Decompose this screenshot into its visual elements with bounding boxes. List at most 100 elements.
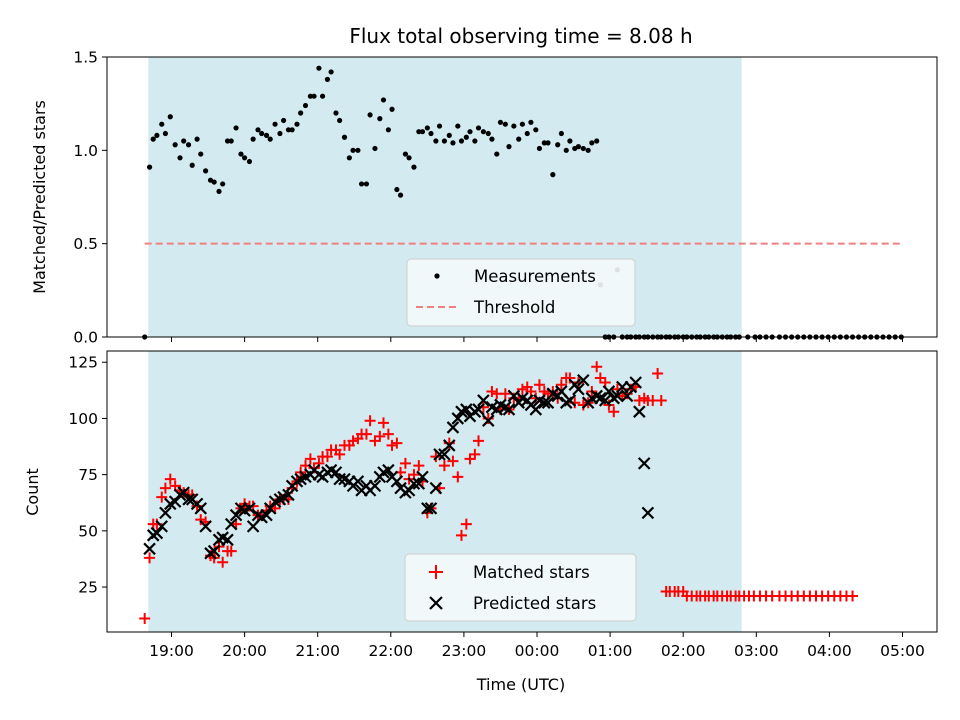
measurement-point [162, 130, 169, 137]
x-tick-label: 22:00 [368, 642, 413, 660]
measurement-point [150, 136, 156, 142]
measurement-point [159, 121, 165, 127]
measurement-points [142, 65, 904, 340]
measurements-legend-marker [434, 273, 440, 279]
measurement-point [441, 138, 448, 144]
measurement-point [580, 145, 586, 152]
matched-star-point [159, 482, 171, 494]
predicted-legend-marker [429, 596, 443, 610]
predicted-star-point [177, 486, 190, 499]
matched-star-point [460, 518, 472, 530]
count-y-tick-label: 75 [78, 466, 98, 484]
measurement-point [289, 127, 295, 133]
matched-star-point [473, 435, 485, 447]
measurement-point [406, 155, 412, 161]
predicted-star-point [382, 463, 395, 477]
count-panel: 25 50 75 100 125 19:00 20:00 21:00 22:00 23:00 00… [23, 351, 938, 694]
matched-star-point [413, 460, 425, 472]
measurement-point [154, 132, 160, 138]
measurement-point [311, 93, 317, 99]
predicted-star-point [421, 502, 434, 515]
measurement-point [341, 134, 348, 140]
predicted-star-point [263, 502, 277, 515]
measurement-point [428, 130, 434, 137]
matched-star-point [156, 491, 168, 503]
predicted-star-point [329, 466, 343, 479]
measurement-point [177, 155, 183, 161]
matched-star-point [452, 471, 464, 483]
predicted-star-point [424, 502, 438, 515]
measurement-point [355, 147, 361, 153]
ratio-x-axis-ticks [171, 337, 903, 342]
predicted-star-point [481, 414, 495, 427]
ratio-y-tick-label: 0.5 [73, 235, 98, 253]
predicted-star-point [229, 508, 243, 522]
measurement-point [211, 179, 217, 185]
matched-star-point [139, 613, 151, 625]
measurement-point [424, 125, 430, 131]
measurement-point [216, 188, 222, 194]
measurement-point [480, 129, 486, 135]
measurement-point [536, 145, 543, 152]
measurement-point [302, 102, 309, 109]
measurement-point [516, 136, 522, 142]
measurement-point [585, 147, 591, 153]
measurement-point [324, 76, 331, 82]
matched-star-point [486, 385, 498, 397]
predicted-star-point [150, 526, 164, 540]
matched-star-point [334, 448, 346, 460]
matched-star-point [555, 379, 567, 391]
count-legend-box [404, 553, 637, 622]
count-x-axis-ticks: 19:00 20:00 21:00 22:00 23:00 00:00 01:00 02:00… [149, 632, 925, 660]
x-tick-label: 20:00 [222, 642, 267, 660]
matched-star-point [217, 556, 229, 568]
measurement-point [198, 151, 204, 157]
ratio-legend: Measurements Threshold [406, 258, 636, 327]
x-tick-label: 01:00 [588, 642, 633, 660]
matched-star-point [304, 453, 316, 465]
matched-star-point [399, 457, 411, 469]
predicted-star-point [368, 479, 382, 493]
predicted-star-point [629, 376, 642, 389]
predicted-star-point [633, 405, 646, 418]
measurement-point [181, 138, 187, 144]
measurement-point [189, 162, 195, 168]
matched-star-point [847, 590, 859, 602]
measurement-point [394, 186, 400, 193]
measurement-point [228, 138, 234, 144]
measurement-point [467, 129, 473, 135]
measurement-point [377, 116, 383, 122]
measurement-point [380, 97, 387, 103]
predicted-star-point [446, 421, 460, 434]
measurement-point [489, 136, 495, 142]
measurement-point [433, 138, 439, 144]
measurement-point [242, 155, 248, 161]
predicted-star-point [143, 542, 156, 556]
predicted-star-point [443, 439, 456, 452]
predicted-star-point [221, 533, 234, 547]
measurement-point [346, 155, 352, 161]
measurement-point [494, 151, 500, 157]
measurement-point [220, 181, 226, 187]
matched-star-point [313, 457, 325, 469]
measurement-point [272, 121, 278, 127]
measurement-point [328, 69, 334, 75]
matched-star-point [386, 439, 398, 451]
matched-star-point [469, 448, 481, 460]
measurement-point [402, 151, 409, 157]
count-y-tick-label: 125 [68, 354, 98, 372]
predicted-star-point [602, 385, 616, 398]
ratio-y-axis-ticks: 0.0 0.5 1.0 1.5 [73, 49, 107, 347]
measurement-point [372, 145, 378, 152]
predicted-star-point [260, 508, 273, 522]
measurement-point [255, 127, 261, 133]
predicted-star-point [412, 477, 426, 490]
x-axis-label: Time (UTC) [476, 675, 565, 694]
matched-star-point [382, 428, 394, 440]
predicted-star-point [333, 472, 346, 486]
matched-star-point [144, 552, 156, 564]
measurement-point [389, 106, 395, 112]
x-tick-label: 04:00 [807, 642, 852, 660]
ratio-y-tick-label: 0.0 [73, 329, 98, 347]
measurement-point [541, 140, 547, 146]
